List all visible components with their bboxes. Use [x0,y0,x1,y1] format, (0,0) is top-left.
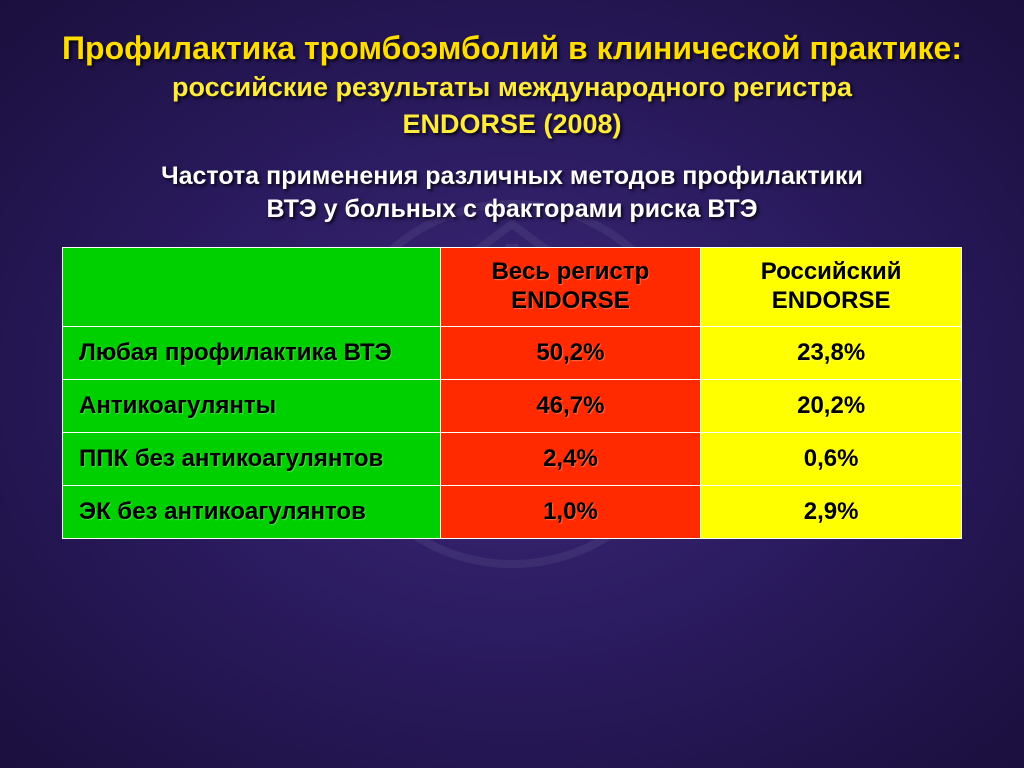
main-title: Профилактика тромбоэмболий в клинической… [50,28,974,68]
table-header-row: Весь регистр ENDORSE Российский ENDORSE [63,248,962,327]
cell-endorse: 2,4% [440,432,701,485]
row-label: ЭК без антикоагулянтов [63,485,441,538]
section-title-line-2: ВТЭ у больных с факторами риска ВТЭ [50,193,974,226]
subtitle-line-1: российские результаты международного рег… [50,70,974,105]
subtitle-line-2: ENDORSE (2008) [50,107,974,142]
table-row: Антикоагулянты 46,7% 20,2% [63,379,962,432]
cell-russian: 23,8% [701,326,962,379]
table-row: ЭК без антикоагулянтов 1,0% 2,9% [63,485,962,538]
header-russian: Российский ENDORSE [701,248,962,327]
table-row: ППК без антикоагулянтов 2,4% 0,6% [63,432,962,485]
cell-russian: 0,6% [701,432,962,485]
header-empty [63,248,441,327]
row-label: Любая профилактика ВТЭ [63,326,441,379]
cell-endorse: 1,0% [440,485,701,538]
row-label: Антикоагулянты [63,379,441,432]
table-row: Любая профилактика ВТЭ 50,2% 23,8% [63,326,962,379]
header-endorse: Весь регистр ENDORSE [440,248,701,327]
cell-russian: 20,2% [701,379,962,432]
data-table: Весь регистр ENDORSE Российский ENDORSE … [62,247,962,539]
cell-endorse: 50,2% [440,326,701,379]
section-title-line-1: Частота применения различных методов про… [50,160,974,193]
cell-endorse: 46,7% [440,379,701,432]
row-label: ППК без антикоагулянтов [63,432,441,485]
slide-content: Профилактика тромбоэмболий в клинической… [0,0,1024,539]
cell-russian: 2,9% [701,485,962,538]
